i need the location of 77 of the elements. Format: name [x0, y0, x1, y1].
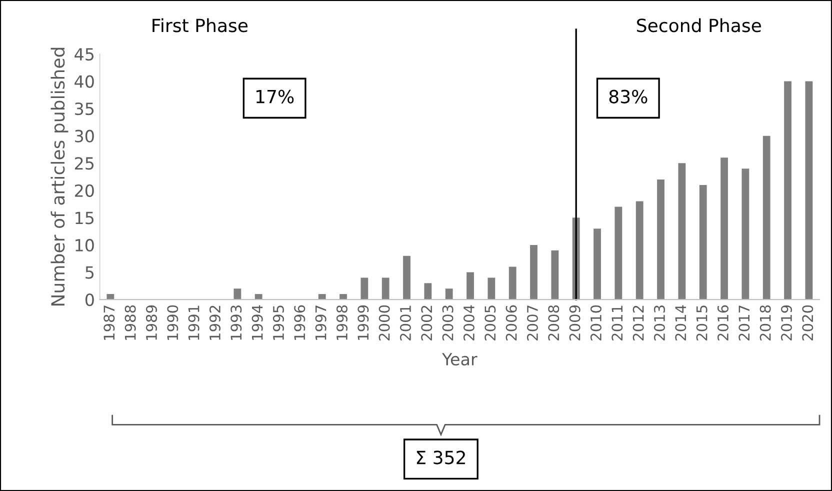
bar	[530, 244, 538, 300]
x-tick-label: 1992	[209, 306, 220, 340]
bar	[657, 179, 664, 300]
x-tick-label: 2014	[675, 305, 686, 340]
bar	[720, 158, 728, 300]
x-tick-label: 2000	[378, 305, 390, 340]
x-tick-label: 2003	[442, 306, 454, 340]
bar	[699, 184, 707, 300]
x-tick-label: 2008	[548, 305, 560, 340]
y-tick-label: 20	[74, 184, 94, 197]
x-tick-label: 1998	[336, 305, 348, 340]
x-tick-label: 2007	[526, 306, 538, 340]
bar	[742, 168, 750, 300]
x-tick-label: 1993	[230, 306, 242, 340]
x-tick-label: 2012	[632, 306, 644, 340]
x-tick-label: 2005	[484, 306, 496, 340]
y-tick-label: 10	[76, 238, 94, 252]
bar	[551, 250, 559, 300]
y-tick-label: 40	[74, 75, 94, 88]
bar	[360, 278, 368, 300]
x-tick-label: 1999	[358, 305, 369, 340]
x-tick-label: 2006	[506, 305, 517, 340]
x-tick-label: 1996	[294, 305, 306, 340]
bar	[614, 206, 622, 300]
x-tick-label: 2001	[400, 306, 411, 340]
x-tick-label: 1997	[315, 306, 326, 340]
text: First Phase	[152, 18, 248, 32]
x-tick-label: 1987	[104, 306, 115, 340]
y-tick-label: 5	[86, 266, 94, 279]
bar	[382, 278, 390, 300]
bar	[424, 283, 432, 300]
x-tick-label: 2015	[696, 306, 708, 340]
text: Second Phase	[637, 18, 761, 32]
x-tick-label: 2018	[760, 305, 771, 340]
y-tick-label: 15	[76, 212, 94, 224]
x-tick-label: 1991	[188, 306, 200, 340]
bar	[784, 81, 792, 300]
x-tick-label: 1995	[272, 306, 284, 340]
x-tick-label: 1990	[167, 305, 178, 340]
x-tick-label: 2019	[780, 305, 792, 340]
bar	[340, 294, 347, 300]
x-tick-label: 2016	[717, 305, 728, 340]
x-tick-label: 1994	[252, 305, 263, 340]
bar	[762, 136, 770, 300]
bar	[594, 228, 601, 300]
x-tick-label: 1989	[146, 305, 157, 340]
x-tick-label: 2011	[612, 306, 623, 340]
x-tick-label: 2017	[738, 306, 750, 340]
x-tick-label: 2013	[654, 306, 665, 340]
annotation: 17%	[256, 90, 294, 104]
bar	[466, 272, 474, 300]
bar	[488, 278, 496, 300]
annotation: 83%	[609, 90, 648, 104]
bar	[636, 201, 644, 300]
bar	[508, 266, 516, 300]
x-tick-label: 2020	[802, 305, 814, 340]
y-axis-title: Number of articles published	[50, 48, 68, 306]
x-tick-label: 2002	[421, 306, 432, 340]
bar	[805, 81, 813, 300]
x-axis-title: Year	[442, 353, 478, 366]
y-tick-label: 30	[75, 130, 94, 142]
bar	[106, 294, 114, 300]
y-tick-label: 35	[75, 102, 94, 116]
y-tick-label: 45	[74, 48, 94, 61]
y-tick-label: 0	[85, 293, 94, 306]
bar	[254, 294, 262, 300]
x-tick-label: 1988	[124, 305, 136, 340]
bar	[678, 163, 686, 300]
x-tick-label: 2004	[463, 305, 474, 340]
x-tick-label: 2010	[590, 305, 602, 340]
x-tick-label: 2009	[569, 305, 580, 340]
bar	[445, 288, 453, 300]
y-tick-label: 25	[74, 157, 94, 170]
bar	[234, 288, 242, 300]
text: Σ 352	[416, 450, 465, 464]
bar	[318, 294, 326, 300]
bar	[403, 256, 410, 300]
